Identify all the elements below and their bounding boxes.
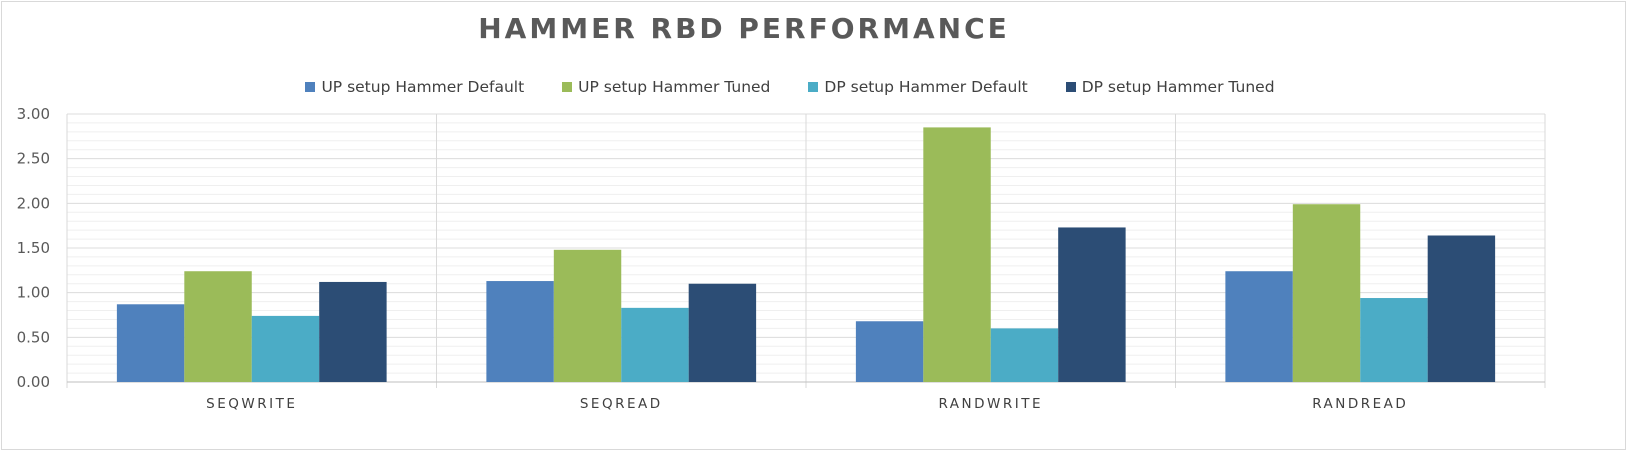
legend-label: UP setup Hammer Tuned: [578, 78, 771, 96]
chart-title: HAMMER RBD PERFORMANCE: [478, 12, 1010, 45]
y-tick-label: 2.50: [17, 150, 50, 168]
legend-item-dp-default: DP setup Hammer Default: [808, 78, 1028, 96]
y-tick-label: 1.50: [17, 239, 50, 257]
x-tick-label: RANDREAD: [1312, 396, 1408, 412]
bar: [251, 315, 320, 382]
x-tick-label: SEQWRITE: [206, 396, 297, 412]
legend-swatch: [305, 82, 316, 92]
x-tick-label: SEQREAD: [580, 396, 663, 412]
bar: [855, 321, 924, 382]
legend-item-up-default: UP setup Hammer Default: [305, 78, 524, 96]
legend-item-up-tuned: UP setup Hammer Tuned: [562, 78, 770, 96]
bar: [319, 281, 387, 382]
legend-swatch: [808, 82, 819, 92]
chart-legend: UP setup Hammer Default UP setup Hammer …: [0, 78, 1580, 96]
bar: [116, 304, 185, 382]
y-tick-label: 0.00: [17, 373, 50, 391]
y-tick-label: 0.50: [17, 328, 50, 346]
bar: [553, 249, 622, 382]
bar: [184, 271, 252, 382]
legend-swatch: [1065, 82, 1076, 92]
bar: [1058, 227, 1126, 382]
bar: [486, 281, 554, 382]
legend-label: DP setup Hammer Default: [824, 78, 1028, 96]
bar: [990, 328, 1059, 382]
bar: [1225, 271, 1293, 382]
bar: [923, 127, 991, 383]
y-tick-label: 2.00: [17, 194, 50, 212]
bar: [1427, 235, 1496, 382]
legend-label: DP setup Hammer Tuned: [1081, 78, 1275, 96]
bar: [688, 283, 757, 382]
legend-item-dp-tuned: DP setup Hammer Tuned: [1065, 78, 1275, 96]
y-tick-label: 1.00: [17, 284, 50, 302]
bar: [621, 307, 689, 382]
bar: [1292, 204, 1361, 382]
legend-label: UP setup Hammer Default: [321, 78, 525, 96]
x-tick-label: RANDWRITE: [938, 396, 1043, 412]
y-tick-label: 3.00: [17, 105, 50, 123]
legend-swatch: [562, 82, 573, 92]
bar: [1360, 298, 1428, 382]
